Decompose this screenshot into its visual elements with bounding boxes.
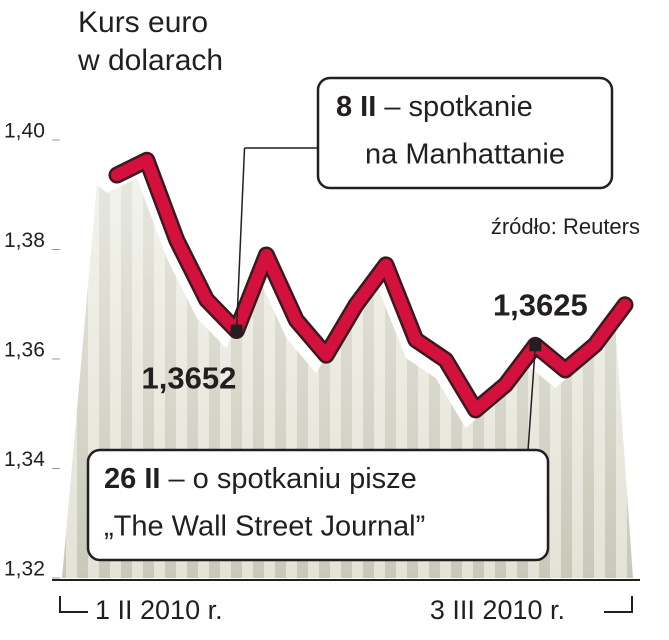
x-bracket bbox=[604, 596, 633, 613]
value-label: 1,3625 bbox=[493, 288, 588, 323]
title-line: w dolarach bbox=[77, 44, 223, 77]
connector bbox=[526, 345, 537, 461]
marker bbox=[230, 324, 243, 337]
annotation-bold: 8 II bbox=[336, 91, 376, 123]
connector bbox=[235, 147, 246, 331]
y-tick-label: 1,40 bbox=[4, 120, 45, 143]
title-line: Kurs euro bbox=[78, 6, 208, 39]
x-tick-label: 1 II 2010 r. bbox=[95, 595, 223, 625]
y-tick-label: 1,36 bbox=[4, 339, 45, 362]
y-tick-label: 1,32 bbox=[4, 558, 45, 581]
x-bracket bbox=[59, 596, 88, 613]
annotation-line: – spotkanie bbox=[384, 91, 532, 123]
annotation-text: 8 II – spotkanie bbox=[336, 91, 533, 123]
annotation-text: 26 II – o spotkaniu pisze bbox=[104, 463, 417, 495]
y-tick-label: 1,34 bbox=[4, 448, 45, 471]
marker bbox=[529, 339, 542, 352]
annotation-text: na Manhattanie bbox=[365, 139, 565, 171]
annotation-box bbox=[86, 448, 550, 562]
value-label: 1,3652 bbox=[142, 361, 237, 396]
annotation-text: „The Wall Street Journal” bbox=[104, 511, 425, 543]
annotation-box bbox=[316, 76, 614, 190]
y-tick-label: 1,38 bbox=[4, 229, 45, 252]
annotation-bold: 26 II bbox=[104, 463, 160, 495]
x-tick-label: 3 III 2010 r. bbox=[430, 595, 565, 625]
source: źródło: Reuters bbox=[491, 214, 640, 239]
annotation-line: – o spotkaniu pisze bbox=[169, 463, 417, 495]
